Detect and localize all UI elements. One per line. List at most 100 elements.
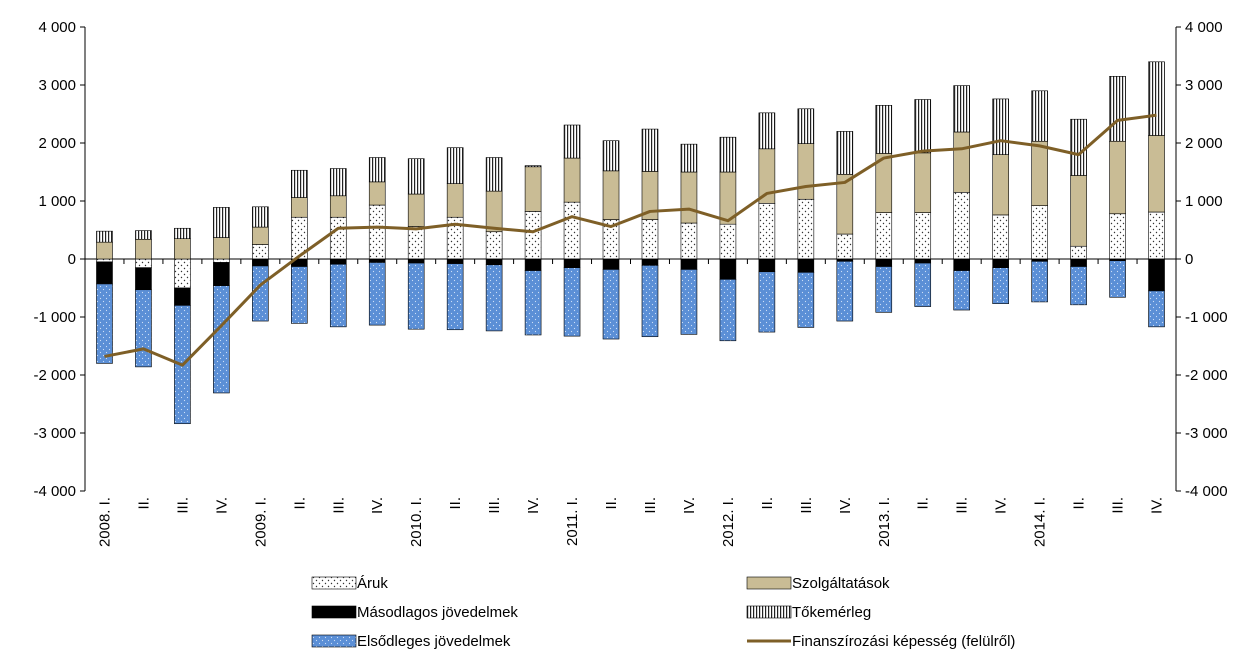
bar--ruk xyxy=(563,201,581,260)
bar-els-dleges-j-vedelmek xyxy=(291,266,308,324)
bar-szolg-ltat-sok xyxy=(329,195,347,218)
bar-m-sodlagos-j-vedelmek xyxy=(174,287,191,306)
bar-m-sodlagos-j-vedelmek xyxy=(719,258,737,280)
bar-els-dleges-j-vedelmek xyxy=(914,262,932,307)
x-tick-label: III. xyxy=(330,497,347,514)
y-tick-label-right: -3 000 xyxy=(1185,425,1228,442)
bar-els-dleges-j-vedelmek xyxy=(213,285,230,394)
bar-els-dleges-j-vedelmek xyxy=(446,263,464,331)
bar-t-kem-rleg xyxy=(252,206,269,228)
y-tick-label-right: 1 000 xyxy=(1185,193,1223,210)
bar-szolg-ltat-sok xyxy=(1109,140,1126,215)
x-tick-label: III. xyxy=(486,497,503,514)
x-tick-label: IV. xyxy=(681,497,698,514)
y-tick-label-left: 1 000 xyxy=(38,193,76,210)
bar-t-kem-rleg xyxy=(602,140,620,172)
bar-m-sodlagos-j-vedelmek xyxy=(252,258,269,267)
bar--ruk xyxy=(953,192,970,260)
bar-els-dleges-j-vedelmek xyxy=(641,265,659,338)
x-tick-label: III. xyxy=(798,497,815,514)
y-tick-label-right: 2 000 xyxy=(1185,135,1223,152)
bar-m-sodlagos-j-vedelmek xyxy=(485,258,503,266)
bar-els-dleges-j-vedelmek xyxy=(524,270,542,336)
legend-label: Finanszírozási képesség (felülről) xyxy=(792,633,1015,650)
axes xyxy=(80,26,1181,492)
legend-swatch xyxy=(746,605,792,619)
bar-m-sodlagos-j-vedelmek xyxy=(329,258,347,265)
bar-szolg-ltat-sok xyxy=(135,238,152,260)
bar-szolg-ltat-sok xyxy=(563,157,581,203)
bar-els-dleges-j-vedelmek xyxy=(1031,261,1048,303)
bar-els-dleges-j-vedelmek xyxy=(96,283,113,364)
legend: Áruk Szolgáltatások Másodlagos jövedelmek T… xyxy=(311,575,1015,650)
y-tick-label-right: -2 000 xyxy=(1185,367,1228,384)
bar-szolg-ltat-sok xyxy=(602,170,620,220)
bar-m-sodlagos-j-vedelmek xyxy=(641,258,659,266)
bar-els-dleges-j-vedelmek xyxy=(1109,260,1126,298)
bar-t-kem-rleg xyxy=(135,230,152,240)
x-tick-label: IV. xyxy=(369,497,386,514)
bar-szolg-ltat-sok xyxy=(407,193,425,227)
x-tick-label: 2012. I. xyxy=(720,497,737,547)
bar-t-kem-rleg xyxy=(563,124,581,159)
bar-els-dleges-j-vedelmek xyxy=(563,267,581,337)
bar-t-kem-rleg xyxy=(1109,76,1126,142)
bar-els-dleges-j-vedelmek xyxy=(135,289,152,368)
x-tick-label: II. xyxy=(759,497,776,510)
line-financing-capacity xyxy=(104,113,1157,367)
bar-t-kem-rleg xyxy=(641,128,659,172)
bar-t-kem-rleg xyxy=(875,105,893,154)
bar-m-sodlagos-j-vedelmek xyxy=(1031,258,1048,262)
bar-szolg-ltat-sok xyxy=(1031,140,1048,206)
bar-m-sodlagos-j-vedelmek xyxy=(758,258,776,273)
y-tick-label-left: -2 000 xyxy=(33,367,76,384)
bar-szolg-ltat-sok xyxy=(680,171,698,224)
legend-label: Szolgáltatások xyxy=(792,575,890,592)
bar-els-dleges-j-vedelmek xyxy=(680,269,698,335)
bar-els-dleges-j-vedelmek xyxy=(602,269,620,340)
bar-m-sodlagos-j-vedelmek xyxy=(680,258,698,270)
bar--ruk xyxy=(836,233,854,260)
bar-t-kem-rleg xyxy=(485,157,503,192)
bar-szolg-ltat-sok xyxy=(174,238,191,260)
bar--ruk xyxy=(992,214,1009,260)
bar-m-sodlagos-j-vedelmek xyxy=(96,261,113,285)
bar-t-kem-rleg xyxy=(291,169,308,198)
bar-t-kem-rleg xyxy=(758,112,776,150)
bar-szolg-ltat-sok xyxy=(1148,135,1165,213)
legend-label: Másodlagos jövedelmek xyxy=(357,604,518,621)
bar-t-kem-rleg xyxy=(953,85,970,133)
bar-szolg-ltat-sok xyxy=(953,131,970,193)
bar--ruk xyxy=(135,258,152,268)
bar-szolg-ltat-sok xyxy=(914,152,932,213)
bar--ruk xyxy=(1070,245,1087,260)
bar--ruk xyxy=(914,212,932,260)
y-tick-label-left: -3 000 xyxy=(33,425,76,442)
legend-swatch xyxy=(311,576,357,590)
legend-label: Áruk xyxy=(357,575,388,592)
x-tick-label: III. xyxy=(1110,497,1127,514)
bar--ruk xyxy=(329,216,347,260)
bar-m-sodlagos-j-vedelmek xyxy=(953,258,970,271)
x-tick-label: III. xyxy=(642,497,659,514)
bar-els-dleges-j-vedelmek xyxy=(953,270,970,311)
bar-m-sodlagos-j-vedelmek xyxy=(797,258,815,273)
bar-t-kem-rleg xyxy=(836,131,854,175)
bar--ruk xyxy=(252,244,269,260)
bar--ruk xyxy=(407,226,425,260)
bar-els-dleges-j-vedelmek xyxy=(719,278,737,342)
x-tick-label: IV. xyxy=(993,497,1010,514)
bar-m-sodlagos-j-vedelmek xyxy=(875,258,893,267)
bar-m-sodlagos-j-vedelmek xyxy=(992,258,1009,268)
bar-m-sodlagos-j-vedelmek xyxy=(135,267,152,291)
bar-els-dleges-j-vedelmek xyxy=(329,263,347,328)
y-tick-label-right: 3 000 xyxy=(1185,77,1223,94)
legend-label: Elsődleges jövedelmek xyxy=(357,633,511,650)
x-tick-label: IV. xyxy=(525,497,542,514)
bar-m-sodlagos-j-vedelmek xyxy=(563,258,581,268)
bar-t-kem-rleg xyxy=(1070,118,1087,176)
bar-t-kem-rleg xyxy=(446,147,464,184)
bar-t-kem-rleg xyxy=(797,108,815,144)
x-tick-label: 2008. I. xyxy=(96,497,113,547)
